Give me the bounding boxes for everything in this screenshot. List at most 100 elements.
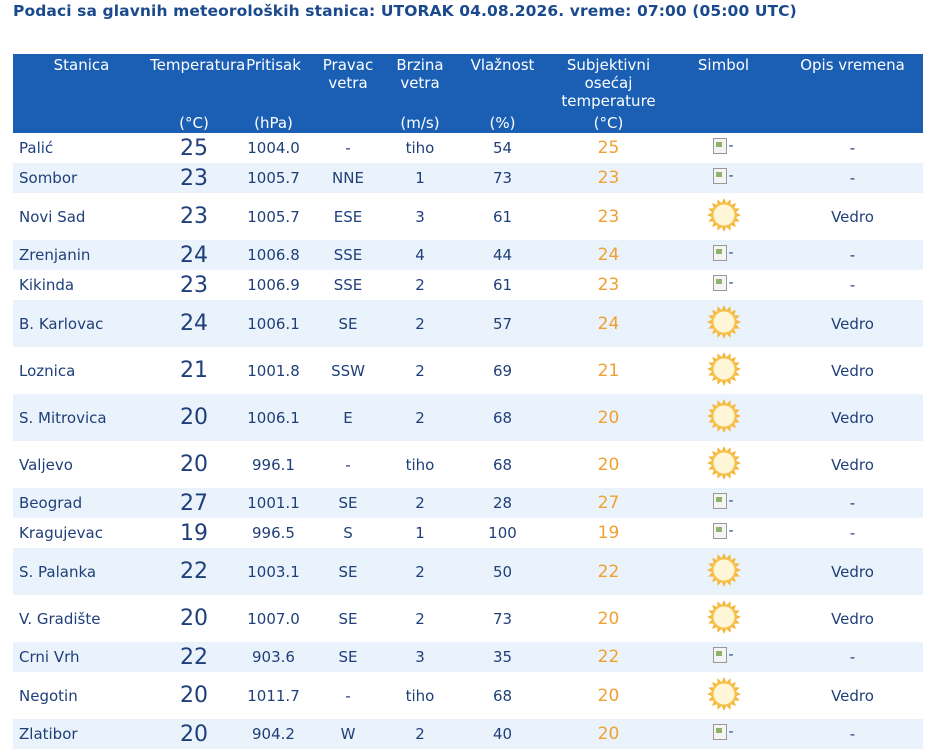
symbol-cell (665, 300, 782, 347)
description-cell: - (782, 163, 923, 193)
temperature-cell: 20 (150, 719, 238, 749)
sun-icon (706, 676, 742, 716)
pressure-cell: 1006.8 (238, 240, 309, 270)
column-header-pressure: Pritisak (238, 54, 309, 112)
station-cell: Negotin (13, 672, 150, 719)
symbol-cell: - (665, 518, 782, 548)
description-cell: - (782, 488, 923, 518)
pressure-cell: 1006.9 (238, 270, 309, 300)
broken-image-icon: - (713, 138, 734, 154)
column-unit-wind-speed: (m/s) (387, 112, 453, 133)
symbol-cell (665, 595, 782, 642)
sun-icon (706, 445, 742, 485)
station-cell: Loznica (13, 347, 150, 394)
column-unit-temperature: (°C) (150, 112, 238, 133)
temperature-cell: 22 (150, 642, 238, 672)
wind-direction-cell: SE (309, 488, 387, 518)
column-header-description: Opis vremena (782, 54, 923, 112)
column-header-humidity: Vlažnost (453, 54, 552, 112)
feels-like-cell: 24 (552, 300, 665, 347)
wind-direction-cell: W (309, 719, 387, 749)
wind-direction-cell: - (309, 133, 387, 163)
table-row: V. Gradište 20 1007.0 SE 2 73 20 Vedro (13, 595, 923, 642)
weather-table: Stanica Temperatura Pritisak Pravac vetra Br… (13, 54, 923, 749)
humidity-cell: 73 (453, 595, 552, 642)
pressure-cell: 904.2 (238, 719, 309, 749)
column-header-symbol: Simbol (665, 54, 782, 112)
sun-icon (706, 351, 742, 391)
column-header-wind-direction: Pravac vetra (309, 54, 387, 112)
pressure-cell: 1006.1 (238, 394, 309, 441)
pressure-cell: 1011.7 (238, 672, 309, 719)
temperature-cell: 23 (150, 270, 238, 300)
column-unit-station (13, 112, 150, 133)
wind-speed-cell: 4 (387, 240, 453, 270)
description-cell: Vedro (782, 672, 923, 719)
station-cell: Sombor (13, 163, 150, 193)
wind-direction-cell: SSW (309, 347, 387, 394)
description-cell: - (782, 270, 923, 300)
feels-like-cell: 20 (552, 441, 665, 488)
pressure-cell: 1006.1 (238, 300, 309, 347)
feels-like-cell: 20 (552, 595, 665, 642)
table-row: Palić 25 1004.0- tiho 54 25- - (13, 133, 923, 163)
humidity-cell: 40 (453, 719, 552, 749)
wind-speed-cell: 2 (387, 300, 453, 347)
wind-direction-cell: NNE (309, 163, 387, 193)
broken-image-icon: - (713, 647, 734, 663)
humidity-cell: 54 (453, 133, 552, 163)
table-body: Palić 25 1004.0- tiho 54 25- - Sombor 23 1005.7 NN… (13, 133, 923, 749)
feels-like-cell: 20 (552, 394, 665, 441)
wind-speed-cell: 2 (387, 719, 453, 749)
wind-speed-cell: tiho (387, 672, 453, 719)
table-row: Crni Vrh 22 903.6 SE 3 35 22- - (13, 642, 923, 672)
column-unit-pressure: (hPa) (238, 112, 309, 133)
temperature-cell: 23 (150, 163, 238, 193)
table-row: S. Palanka 22 1003.1 SE 2 50 22 Vedro (13, 548, 923, 595)
symbol-cell (665, 394, 782, 441)
feels-like-cell: 22 (552, 642, 665, 672)
table-row: Novi Sad 23 1005.7 ESE 3 61 23 Vedro (13, 193, 923, 240)
wind-direction-cell: - (309, 441, 387, 488)
table-row: B. Karlovac 24 1006.1 SE 2 57 24 Vedro (13, 300, 923, 347)
wind-direction-cell: SE (309, 595, 387, 642)
temperature-cell: 19 (150, 518, 238, 548)
description-cell: - (782, 518, 923, 548)
symbol-cell: - (665, 488, 782, 518)
station-cell: Zlatibor (13, 719, 150, 749)
humidity-cell: 57 (453, 300, 552, 347)
description-cell: Vedro (782, 300, 923, 347)
description-cell: - (782, 240, 923, 270)
humidity-cell: 100 (453, 518, 552, 548)
temperature-cell: 24 (150, 240, 238, 270)
pressure-cell: 1007.0 (238, 595, 309, 642)
sun-icon (706, 398, 742, 438)
table-row: Beograd 27 1001.1 SE 2 28 27- - (13, 488, 923, 518)
description-cell: Vedro (782, 441, 923, 488)
pressure-cell: 1004.0 (238, 133, 309, 163)
description-cell: Vedro (782, 193, 923, 240)
pressure-cell: 1003.1 (238, 548, 309, 595)
column-unit-feels-like: (°C) (552, 112, 665, 133)
temperature-cell: 21 (150, 347, 238, 394)
feels-like-cell: 23 (552, 163, 665, 193)
wind-speed-cell: tiho (387, 133, 453, 163)
wind-speed-cell: 2 (387, 270, 453, 300)
humidity-cell: 68 (453, 441, 552, 488)
feels-like-cell: 20 (552, 672, 665, 719)
station-cell: S. Palanka (13, 548, 150, 595)
wind-speed-cell: 2 (387, 394, 453, 441)
station-cell: S. Mitrovica (13, 394, 150, 441)
wind-direction-cell: S (309, 518, 387, 548)
feels-like-cell: 24 (552, 240, 665, 270)
description-cell: Vedro (782, 347, 923, 394)
table-row: Negotin 20 1011.7- tiho 68 20 Vedro (13, 672, 923, 719)
humidity-cell: 73 (453, 163, 552, 193)
humidity-cell: 68 (453, 672, 552, 719)
symbol-cell (665, 347, 782, 394)
temperature-cell: 25 (150, 133, 238, 163)
description-cell: - (782, 719, 923, 749)
humidity-cell: 35 (453, 642, 552, 672)
pressure-cell: 903.6 (238, 642, 309, 672)
column-unit-wind-direction (309, 112, 387, 133)
